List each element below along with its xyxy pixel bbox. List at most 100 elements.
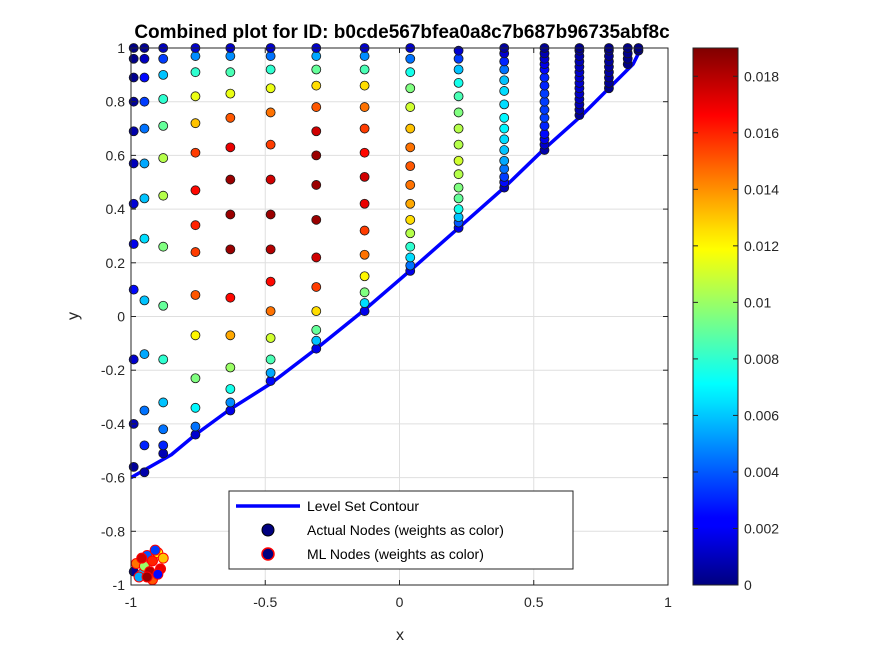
legend-entry-ml-nodes: ML Nodes (weights as color) <box>307 546 484 562</box>
legend-box <box>228 490 574 570</box>
actual-node-point <box>359 306 370 317</box>
legend-actual-swatch <box>261 523 275 537</box>
actual-node-point <box>265 376 276 386</box>
actual-node-point <box>265 174 276 185</box>
actual-node-point <box>225 174 236 185</box>
y-tick-label: 0.8 <box>106 94 126 110</box>
actual-node-point <box>359 298 370 308</box>
colorbar <box>692 47 739 586</box>
ml-nodes-layer <box>130 544 169 586</box>
colorbar-tick-label: 0 <box>744 577 752 593</box>
actual-node-point <box>265 367 276 378</box>
actual-node-point <box>539 129 550 139</box>
actual-node-point <box>359 80 370 91</box>
actual-node-point <box>499 75 510 86</box>
actual-node-point <box>311 126 322 137</box>
actual-node-point <box>311 64 322 75</box>
actual-node-point <box>265 333 276 343</box>
actual-node-point <box>225 244 236 255</box>
actual-node-point <box>225 88 236 99</box>
actual-node-point <box>499 99 510 110</box>
actual-node-point <box>311 150 322 161</box>
actual-node-point <box>405 252 416 263</box>
actual-node-point <box>311 282 322 292</box>
actual-node-point <box>190 373 201 384</box>
actual-node-point <box>158 53 169 64</box>
actual-node-point <box>190 67 201 78</box>
actual-node-point <box>405 102 416 112</box>
actual-node-point <box>158 69 169 80</box>
x-tick-label: 1 <box>664 594 672 610</box>
actual-node-point <box>359 123 370 134</box>
legend: Level Set Contour Actual Nodes (weights … <box>228 490 574 570</box>
actual-node-point <box>311 102 322 112</box>
actual-node-point <box>139 349 150 359</box>
actual-node-point <box>311 214 322 225</box>
actual-node-point <box>190 247 201 257</box>
actual-node-point <box>499 134 510 145</box>
x-tick-label: 0 <box>396 594 404 610</box>
actual-node-point <box>499 123 510 134</box>
colorbar-tick-label: 0.006 <box>744 407 779 423</box>
actual-node-point <box>499 112 510 123</box>
actual-node-point <box>225 397 236 408</box>
actual-node-point <box>405 161 416 172</box>
actual-node-point <box>139 72 150 83</box>
actual-node-point <box>225 209 236 220</box>
actual-node-point <box>225 405 236 416</box>
actual-node-point <box>225 67 236 78</box>
actual-node-point <box>405 214 416 225</box>
actual-node-point <box>265 139 276 150</box>
grid-lines <box>130 47 669 586</box>
y-tick-label: 0.4 <box>106 201 126 217</box>
colorbar-tick-label: 0.004 <box>744 464 779 480</box>
actual-node-point <box>405 123 416 134</box>
colorbar-tick-label: 0.016 <box>744 125 779 141</box>
actual-node-point <box>190 91 201 102</box>
actual-node-point <box>158 94 169 104</box>
actual-node-point <box>359 271 370 282</box>
actual-node-point <box>453 139 464 150</box>
colorbar-tick-label: 0.008 <box>744 351 779 367</box>
actual-node-point <box>453 204 464 215</box>
x-tick-label: 0.5 <box>524 594 544 610</box>
actual-node-point <box>158 153 169 163</box>
actual-node-point <box>139 158 150 169</box>
actual-node-point <box>359 51 370 61</box>
actual-node-point <box>539 88 550 99</box>
ml-node-point <box>141 571 153 583</box>
y-tick-label: -1 <box>113 577 126 593</box>
actual-node-point <box>499 56 510 67</box>
actual-node-point <box>225 51 236 61</box>
actual-node-point <box>453 64 464 75</box>
y-tick-label: 0.6 <box>106 147 126 163</box>
actual-node-point <box>311 180 322 190</box>
actual-node-point <box>265 64 276 75</box>
actual-node-point <box>405 241 416 252</box>
colorbar-ticks: 0 0.002 0.004 0.006 0.008 0.01 0.012 0.014 0.016… <box>693 68 779 593</box>
x-axis-label: x <box>396 627 404 644</box>
actual-node-point <box>158 300 169 311</box>
legend-entry-actual-nodes: Actual Nodes (weights as color) <box>307 522 504 538</box>
actual-node-point <box>311 80 322 91</box>
y-tick-label: -0.8 <box>101 523 125 539</box>
actual-node-point <box>453 91 464 102</box>
actual-node-point <box>190 118 201 129</box>
x-axis-ticks: -1 -0.5 0 0.5 1 <box>125 48 672 610</box>
colorbar-tick-label: 0.018 <box>744 68 779 84</box>
actual-node-point <box>453 182 464 193</box>
actual-node-point <box>225 384 236 394</box>
actual-node-point <box>539 96 550 107</box>
actual-node-point <box>225 362 236 373</box>
y-axis-label: y <box>65 312 82 320</box>
actual-node-point <box>139 295 150 306</box>
actual-node-point <box>190 185 201 196</box>
actual-node-point <box>158 424 169 435</box>
actual-node-point <box>265 306 276 317</box>
y-tick-label: -0.6 <box>101 470 125 486</box>
actual-node-point <box>139 96 150 107</box>
actual-node-point <box>453 78 464 88</box>
actual-node-point <box>139 193 150 204</box>
actual-node-point <box>158 448 169 459</box>
